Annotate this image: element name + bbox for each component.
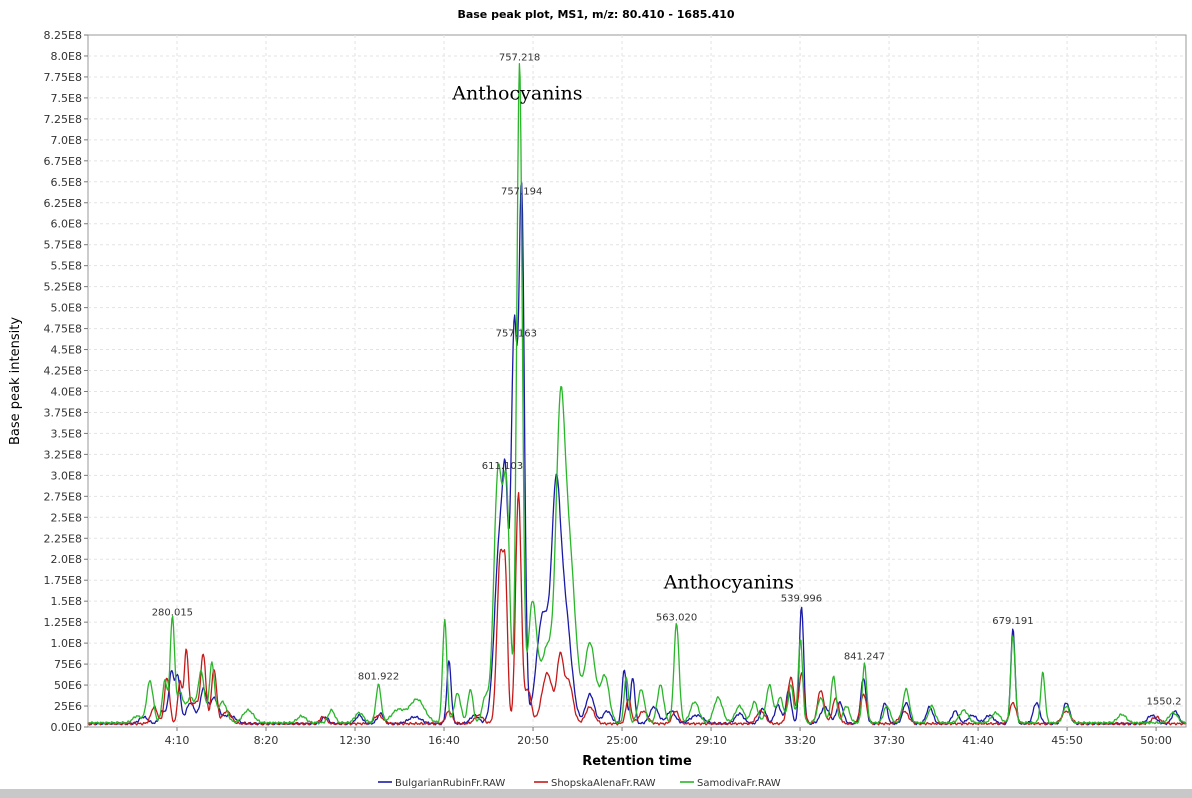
y-tick-label: 1.5E8 xyxy=(51,595,82,608)
y-tick-label: 6.5E8 xyxy=(51,176,82,189)
y-tick-label: 5.5E8 xyxy=(51,260,82,273)
y-tick-label: 5.0E8 xyxy=(51,302,82,315)
y-tick-label: 6.25E8 xyxy=(44,197,82,210)
x-gridlines xyxy=(176,35,1157,727)
peak-labels: 757.218 757.194 757.163 611.103 280.015 801.9… xyxy=(152,52,1182,707)
annotations: Anthocyanins Anthocyanins xyxy=(451,83,794,594)
y-axis-ticks: 0.0E0 25E6 50E6 75E6 1.0E8 1.25E8 1.5E8 1.75E8 2… xyxy=(44,29,88,734)
status-strip xyxy=(0,789,1192,798)
x-tick-label: 20:50 xyxy=(517,734,549,747)
peak-label: 539.996 xyxy=(781,593,822,604)
y-tick-label: 4.25E8 xyxy=(44,365,82,378)
x-axis-label: Retention time xyxy=(582,754,692,769)
y-tick-label: 3.75E8 xyxy=(44,406,82,419)
y-tick-label: 6.0E8 xyxy=(51,218,82,231)
x-tick-label: 16:40 xyxy=(428,734,460,747)
y-tick-label: 2.0E8 xyxy=(51,553,82,566)
annotation-label: Anthocyanins xyxy=(451,83,582,105)
peak-label: 757.194 xyxy=(501,187,542,198)
peak-label: 841.247 xyxy=(844,651,885,662)
annotation-label: Anthocyanins xyxy=(663,572,794,594)
x-axis-ticks: 4:10 8:20 12:30 16:40 20:50 25:00 29:10 33:20 37… xyxy=(165,727,1172,747)
y-tick-label: 0.0E0 xyxy=(51,721,82,734)
y-tick-label: 2.5E8 xyxy=(51,511,82,524)
legend-label-1: BulgarianRubinFr.RAW xyxy=(395,778,505,789)
y-tick-label: 75E6 xyxy=(54,658,82,671)
y-tick-label: 4.5E8 xyxy=(51,344,82,357)
peak-label: 801.922 xyxy=(358,671,399,682)
x-tick-label: 29:10 xyxy=(695,734,727,747)
x-tick-label: 12:30 xyxy=(339,734,371,747)
peak-label: 563.020 xyxy=(656,613,697,624)
y-tick-label: 2.75E8 xyxy=(44,490,82,503)
peak-label: 611.103 xyxy=(482,461,523,472)
y-tick-label: 7.5E8 xyxy=(51,92,82,105)
x-tick-label: 33:20 xyxy=(784,734,816,747)
peak-label: 757.218 xyxy=(499,52,540,63)
y-tick-label: 3.5E8 xyxy=(51,427,82,440)
y-tick-label: 5.75E8 xyxy=(44,239,82,252)
x-tick-label: 50:00 xyxy=(1140,734,1172,747)
y-tick-label: 5.25E8 xyxy=(44,281,82,294)
legend-label-3: SamodivaFr.RAW xyxy=(697,778,781,789)
y-tick-label: 7.25E8 xyxy=(44,113,82,126)
y-tick-label: 3.25E8 xyxy=(44,448,82,461)
series-line-3 xyxy=(87,62,1187,725)
x-tick-label: 41:40 xyxy=(962,734,994,747)
peak-label: 1550.2 xyxy=(1147,697,1182,708)
peak-label: 757.163 xyxy=(496,328,537,339)
x-tick-label: 45:50 xyxy=(1051,734,1083,747)
chart-title: Base peak plot, MS1, m/z: 80.410 - 1685.… xyxy=(457,8,734,21)
peak-label: 280.015 xyxy=(152,608,193,619)
legend: BulgarianRubinFr.RAW ShopskaAlenaFr.RAW Sa… xyxy=(378,778,781,789)
y-tick-label: 50E6 xyxy=(54,679,82,692)
y-tick-label: 8.0E8 xyxy=(51,50,82,63)
y-tick-label: 4.0E8 xyxy=(51,385,82,398)
x-tick-label: 25:00 xyxy=(606,734,638,747)
y-gridlines xyxy=(88,55,1186,707)
plot-area xyxy=(87,34,1187,728)
y-tick-label: 7.0E8 xyxy=(51,134,82,147)
y-tick-label: 1.75E8 xyxy=(44,574,82,587)
y-tick-label: 1.0E8 xyxy=(51,637,82,650)
y-tick-label: 25E6 xyxy=(54,700,82,713)
x-tick-label: 4:10 xyxy=(165,734,190,747)
x-tick-label: 8:20 xyxy=(254,734,279,747)
y-tick-label: 7.75E8 xyxy=(44,71,82,84)
y-tick-label: 8.25E8 xyxy=(44,29,82,42)
y-tick-label: 3.0E8 xyxy=(51,469,82,482)
y-tick-label: 4.75E8 xyxy=(44,323,82,336)
y-tick-label: 6.75E8 xyxy=(44,155,82,168)
peak-label: 679.191 xyxy=(992,616,1033,627)
x-tick-label: 37:30 xyxy=(873,734,905,747)
series-layer xyxy=(87,62,1187,726)
y-axis-label: Base peak intensity xyxy=(8,317,23,445)
y-tick-label: 2.25E8 xyxy=(44,532,82,545)
legend-label-2: ShopskaAlenaFr.RAW xyxy=(551,778,656,789)
y-tick-label: 1.25E8 xyxy=(44,616,82,629)
